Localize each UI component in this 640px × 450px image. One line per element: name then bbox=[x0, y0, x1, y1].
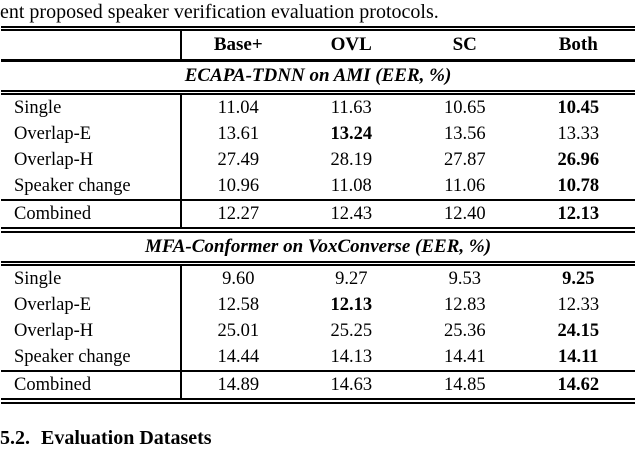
cell-value: 11.08 bbox=[330, 175, 372, 196]
cell-value: 12.58 bbox=[217, 294, 260, 315]
row-label: Overlap-H bbox=[1, 147, 182, 173]
results-table: Base+ OVL SC Both ECAPA-TDNN on AMI (EER… bbox=[1, 26, 635, 404]
cell-value: 25.25 bbox=[330, 320, 373, 341]
table-row: Overlap-H 25.01 25.25 25.36 24.15 bbox=[1, 318, 635, 344]
cell-value: 14.62 bbox=[521, 370, 635, 404]
header-stub-cell bbox=[1, 26, 182, 62]
cell-value: 14.89 bbox=[181, 370, 295, 404]
row-label: Overlap-E bbox=[1, 292, 182, 318]
cell-value: 9.25 bbox=[562, 268, 595, 289]
cell-value: 9.60 bbox=[222, 268, 255, 289]
cell-value: 12.43 bbox=[294, 199, 408, 230]
table-row: Speaker change 10.96 11.08 11.06 10.78 bbox=[1, 173, 635, 200]
cell-value: 27.87 bbox=[443, 149, 486, 170]
section-title: ECAPA-TDNN on AMI (EER, %) bbox=[1, 60, 635, 95]
cell-value: 12.13 bbox=[330, 294, 373, 315]
row-label: Single bbox=[1, 92, 182, 121]
table-caption: ent proposed speaker verification evalua… bbox=[0, 1, 439, 23]
cell-value: 9.53 bbox=[448, 268, 481, 289]
table-row-combined: Combined 14.89 14.63 14.85 14.62 bbox=[1, 370, 635, 404]
cell-value: 10.78 bbox=[557, 175, 600, 196]
cell-value: 12.40 bbox=[408, 199, 522, 230]
cell-value: 11.63 bbox=[330, 97, 372, 118]
cell-value: 14.13 bbox=[330, 346, 373, 367]
column-header: OVL bbox=[294, 26, 408, 62]
column-header: Both bbox=[521, 26, 635, 62]
table-row: Speaker change 14.44 14.13 14.41 14.11 bbox=[1, 344, 635, 371]
row-label: Combined bbox=[1, 199, 182, 230]
section-header-row: ECAPA-TDNN on AMI (EER, %) bbox=[1, 60, 635, 95]
section-header-row: MFA-Conformer on VoxConverse (EER, %) bbox=[1, 227, 635, 266]
cell-value: 13.56 bbox=[443, 123, 486, 144]
column-header: Base+ bbox=[181, 26, 295, 62]
section-title: MFA-Conformer on VoxConverse (EER, %) bbox=[1, 227, 635, 266]
section-title-text: Evaluation Datasets bbox=[41, 427, 212, 449]
cell-value: 12.33 bbox=[557, 294, 600, 315]
row-label: Overlap-E bbox=[1, 121, 182, 147]
table-header-row: Base+ OVL SC Both bbox=[1, 26, 635, 62]
cell-value: 14.11 bbox=[557, 346, 599, 367]
cell-value: 11.06 bbox=[444, 175, 486, 196]
cell-value: 10.45 bbox=[557, 97, 600, 118]
table-row-combined: Combined 12.27 12.43 12.40 12.13 bbox=[1, 199, 635, 230]
cell-value: 25.01 bbox=[217, 320, 260, 341]
cell-value: 12.27 bbox=[181, 199, 295, 230]
table-row: Overlap-E 13.61 13.24 13.56 13.33 bbox=[1, 121, 635, 147]
table-row: Overlap-E 12.58 12.13 12.83 12.33 bbox=[1, 292, 635, 318]
row-label: Speaker change bbox=[1, 344, 182, 371]
cell-value: 28.19 bbox=[330, 149, 373, 170]
row-label: Speaker change bbox=[1, 173, 182, 200]
cell-value: 26.96 bbox=[557, 149, 600, 170]
cell-value: 14.63 bbox=[294, 370, 408, 404]
cell-value: 14.85 bbox=[408, 370, 522, 404]
row-label: Overlap-H bbox=[1, 318, 182, 344]
cell-value: 13.33 bbox=[557, 123, 600, 144]
cell-value: 10.65 bbox=[443, 97, 486, 118]
cell-value: 24.15 bbox=[557, 320, 600, 341]
cell-value: 12.13 bbox=[521, 199, 635, 230]
cell-value: 10.96 bbox=[217, 175, 260, 196]
cell-value: 14.41 bbox=[443, 346, 486, 367]
cell-value: 12.83 bbox=[443, 294, 486, 315]
table-row: Single 9.60 9.27 9.53 9.25 bbox=[1, 263, 635, 292]
cell-value: 13.61 bbox=[217, 123, 260, 144]
cell-value: 14.44 bbox=[217, 346, 260, 367]
cell-value: 13.24 bbox=[330, 123, 373, 144]
cell-value: 11.04 bbox=[217, 97, 259, 118]
row-label: Single bbox=[1, 263, 182, 292]
cell-value: 27.49 bbox=[217, 149, 260, 170]
table-row: Single 11.04 11.63 10.65 10.45 bbox=[1, 92, 635, 121]
cell-value: 9.27 bbox=[335, 268, 368, 289]
section-number: 5.2. bbox=[0, 427, 30, 449]
cell-value: 25.36 bbox=[443, 320, 486, 341]
row-label: Combined bbox=[1, 370, 182, 404]
table-row: Overlap-H 27.49 28.19 27.87 26.96 bbox=[1, 147, 635, 173]
column-header: SC bbox=[408, 26, 522, 62]
